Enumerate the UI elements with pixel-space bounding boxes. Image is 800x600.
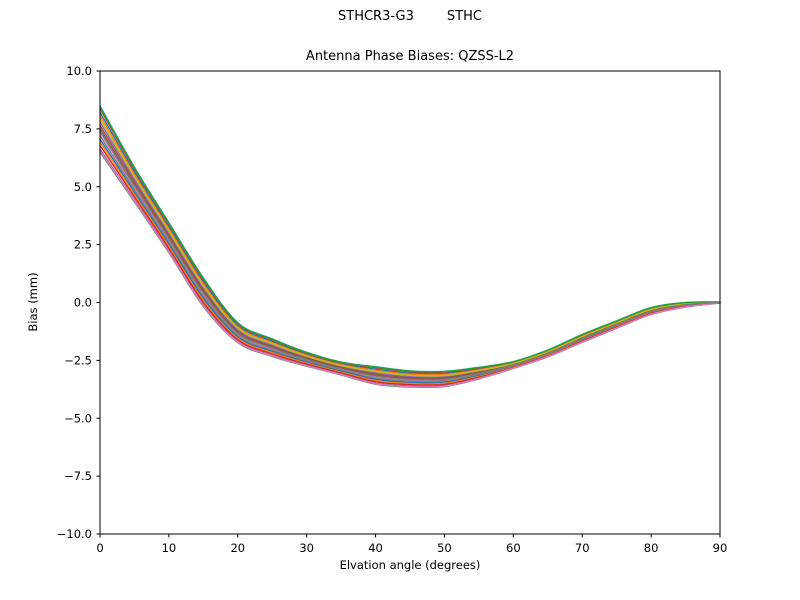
y-tick-label: −7.5 <box>64 469 92 483</box>
plot-curve <box>99 150 721 388</box>
plot-curve <box>99 105 721 373</box>
plot-curve <box>99 124 721 379</box>
x-tick-label: 0 <box>96 541 103 555</box>
x-tick-label: 10 <box>162 541 177 555</box>
y-tick-label: −2.5 <box>64 353 92 367</box>
chart-title: Antenna Phase Biases: QZSS-L2 <box>305 49 515 64</box>
y-tick-label: 0.0 <box>74 296 92 310</box>
x-axis-label: Elvation angle (degrees) <box>339 558 481 572</box>
plot-curve <box>99 127 721 380</box>
suptitle: STHCR3-G3 STHC <box>338 9 482 24</box>
x-tick-label: 30 <box>299 541 314 555</box>
x-tick-label: 70 <box>575 541 590 555</box>
plot-curve <box>99 111 721 375</box>
plot-curve <box>99 114 721 376</box>
plot-curve <box>99 131 721 382</box>
plot-curve <box>99 106 721 373</box>
x-tick-label: 20 <box>230 541 245 555</box>
y-tick-label: 7.5 <box>74 122 92 136</box>
y-tick-label: 10.0 <box>66 64 92 78</box>
x-tick-label: 50 <box>437 541 452 555</box>
x-tick-label: 60 <box>506 541 521 555</box>
x-tick-label: 40 <box>368 541 383 555</box>
y-tick-label: 2.5 <box>74 238 92 252</box>
x-tick-label: 80 <box>644 541 659 555</box>
plot-curve <box>99 135 721 383</box>
plot-curve <box>99 130 721 381</box>
y-tick-label: 5.0 <box>74 180 92 194</box>
y-tick-label: −10.0 <box>57 527 92 541</box>
plot-curve <box>99 107 721 374</box>
y-tick-label: −5.0 <box>64 411 92 425</box>
x-tick-label: 90 <box>713 541 728 555</box>
axes-frame <box>99 70 721 535</box>
plot-curve <box>99 121 721 378</box>
plot-curve <box>99 118 721 377</box>
